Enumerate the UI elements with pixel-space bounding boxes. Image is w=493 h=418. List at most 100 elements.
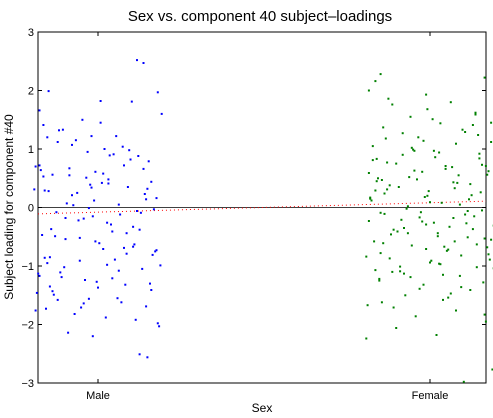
female-point [409, 276, 412, 279]
male-point [123, 164, 125, 167]
female-point [447, 248, 450, 251]
female-point [451, 166, 454, 169]
female-point [421, 220, 424, 223]
female-point [388, 184, 391, 187]
male-point [103, 148, 106, 150]
female-point [455, 142, 457, 145]
male-points [33, 59, 163, 359]
male-point [155, 197, 158, 200]
female-point [449, 101, 452, 104]
female-point [400, 218, 403, 221]
female-point [445, 249, 448, 252]
male-point [117, 203, 120, 206]
male-point [159, 264, 162, 267]
female-point [422, 283, 425, 286]
female-point [470, 194, 473, 197]
male-point [68, 167, 71, 170]
female-point [399, 270, 402, 273]
female-point [462, 380, 465, 383]
female-point [461, 128, 464, 131]
female-point [386, 161, 389, 164]
female-point [404, 294, 407, 297]
male-point [47, 190, 50, 193]
male-point [142, 167, 145, 170]
male-point [126, 186, 129, 188]
female-point [435, 334, 438, 336]
female-point [367, 172, 370, 174]
female-point [429, 201, 431, 204]
female-point [442, 273, 444, 276]
male-point [120, 301, 123, 304]
male-point [125, 232, 128, 235]
female-point [369, 197, 372, 200]
chart-title: Sex vs. component 40 subject–loadings [128, 8, 392, 25]
male-point [150, 289, 153, 291]
female-point [471, 228, 474, 231]
male-point [38, 109, 41, 112]
y-tick-label: −1 [21, 261, 34, 273]
female-point [490, 238, 493, 241]
female-point [403, 227, 405, 229]
male-point [86, 150, 89, 153]
female-point [371, 159, 374, 162]
male-point [99, 121, 102, 124]
male-point [76, 191, 79, 194]
male-point [48, 285, 51, 288]
male-point [102, 248, 105, 250]
female-point [383, 212, 386, 215]
female-point [477, 134, 480, 136]
male-point [156, 322, 159, 325]
male-point [33, 188, 36, 191]
male-point [99, 100, 102, 102]
male-point [129, 158, 132, 161]
trend-line [37, 200, 487, 215]
female-point [486, 173, 489, 176]
female-point [373, 240, 376, 243]
female-point [396, 230, 399, 233]
female-point [366, 304, 369, 307]
female-point [483, 76, 486, 79]
female-point [378, 279, 381, 282]
female-point [423, 196, 426, 198]
male-point [81, 118, 84, 121]
y-tick-label: 0 [28, 203, 34, 215]
male-point [98, 242, 101, 245]
female-point [469, 289, 472, 291]
male-point [38, 164, 41, 167]
male-point [82, 302, 85, 305]
male-point [94, 170, 97, 173]
male-point [102, 172, 105, 175]
female-point [384, 137, 387, 140]
male-point [150, 180, 153, 183]
female-point [483, 313, 486, 316]
female-point [488, 258, 491, 261]
male-point [85, 176, 88, 179]
male-point [84, 279, 86, 281]
y-tick-label: 1 [28, 144, 34, 156]
male-point [111, 277, 114, 280]
male-point [60, 276, 63, 279]
female-point [414, 315, 417, 318]
x-axis: Male Female [86, 32, 448, 402]
male-point [128, 149, 131, 152]
male-point [125, 252, 128, 255]
male-point [43, 256, 46, 259]
male-point [89, 183, 92, 186]
male-point [87, 207, 90, 210]
male-point [119, 213, 122, 216]
male-point [56, 141, 59, 143]
female-point [382, 242, 385, 245]
female-point [413, 169, 416, 172]
female-point [387, 97, 390, 100]
female-point [453, 187, 456, 190]
female-point [455, 309, 457, 312]
male-point [106, 263, 109, 266]
male-point [106, 221, 109, 224]
female-point [464, 213, 467, 216]
female-point [367, 89, 370, 92]
male-point [132, 245, 135, 248]
male-point [90, 186, 93, 189]
female-point [375, 157, 378, 160]
female-point [486, 246, 489, 249]
male-point [146, 356, 149, 359]
